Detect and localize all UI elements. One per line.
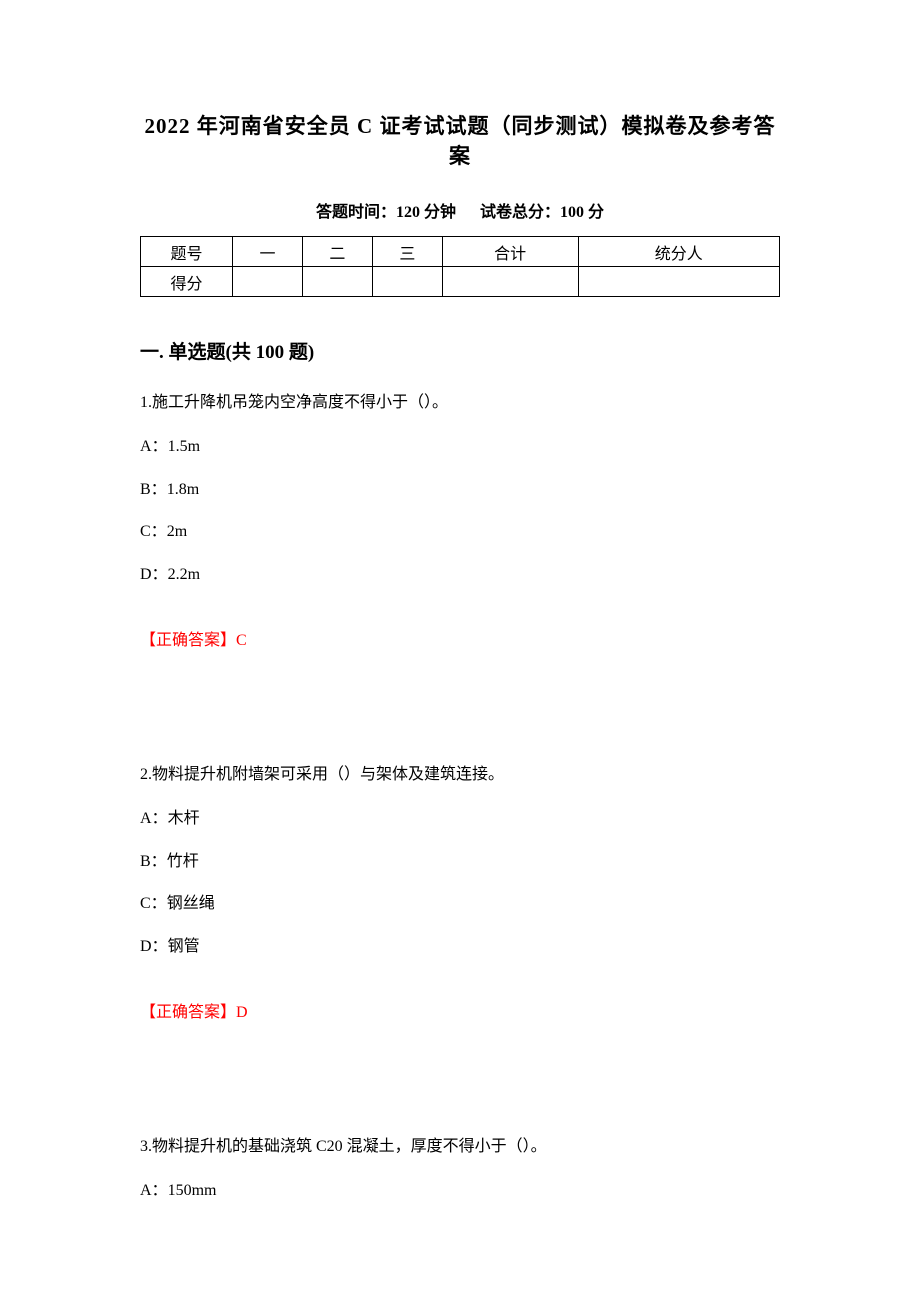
option: A：1.5m bbox=[140, 432, 780, 462]
table-cell bbox=[302, 267, 372, 297]
answer: 【正确答案】D bbox=[140, 998, 780, 1022]
document-subtitle: 答题时间：120 分钟 试卷总分：100 分 bbox=[140, 198, 780, 222]
option: C：钢丝绳 bbox=[140, 889, 780, 919]
table-cell: 合计 bbox=[442, 237, 578, 267]
option: B：竹杆 bbox=[140, 847, 780, 877]
table-cell: 三 bbox=[372, 237, 442, 267]
option: B：1.8m bbox=[140, 475, 780, 505]
option: D：2.2m bbox=[140, 560, 780, 590]
section-heading: 一. 单选题(共 100 题) bbox=[140, 337, 780, 364]
question-block: 1.施工升降机吊笼内空净高度不得小于（）。 A：1.5m B：1.8m C：2m… bbox=[140, 388, 780, 650]
table-cell: 统分人 bbox=[578, 237, 779, 267]
question-stem: 1.施工升降机吊笼内空净高度不得小于（）。 bbox=[140, 388, 780, 418]
table-cell bbox=[578, 267, 779, 297]
table-cell bbox=[233, 267, 303, 297]
time-label: 答题时间： bbox=[316, 204, 396, 221]
question-block: 3.物料提升机的基础浇筑 C20 混凝土，厚度不得小于（）。 A：150mm bbox=[140, 1132, 780, 1207]
question-number: 1. bbox=[140, 394, 152, 411]
table-row: 得分 bbox=[141, 267, 780, 297]
question-number: 2. bbox=[140, 766, 152, 783]
table-cell: 一 bbox=[233, 237, 303, 267]
table-cell: 得分 bbox=[141, 267, 233, 297]
question-stem: 2.物料提升机附墙架可采用（）与架体及建筑连接。 bbox=[140, 760, 780, 790]
table-row: 题号 一 二 三 合计 统分人 bbox=[141, 237, 780, 267]
option: C：2m bbox=[140, 517, 780, 547]
question-stem: 3.物料提升机的基础浇筑 C20 混凝土，厚度不得小于（）。 bbox=[140, 1132, 780, 1162]
question-text: 物料提升机的基础浇筑 C20 混凝土，厚度不得小于（）。 bbox=[152, 1138, 547, 1155]
question-text: 物料提升机附墙架可采用（）与架体及建筑连接。 bbox=[152, 766, 504, 783]
question-text: 施工升降机吊笼内空净高度不得小于（）。 bbox=[152, 394, 448, 411]
document-title: 2022 年河南省安全员 C 证考试试题（同步测试）模拟卷及参考答案 bbox=[140, 110, 780, 170]
option: D：钢管 bbox=[140, 932, 780, 962]
total-value: 100 分 bbox=[560, 204, 604, 221]
score-table: 题号 一 二 三 合计 统分人 得分 bbox=[140, 236, 780, 297]
answer: 【正确答案】C bbox=[140, 626, 780, 650]
option: A：木杆 bbox=[140, 804, 780, 834]
table-cell bbox=[442, 267, 578, 297]
question-block: 2.物料提升机附墙架可采用（）与架体及建筑连接。 A：木杆 B：竹杆 C：钢丝绳… bbox=[140, 760, 780, 1022]
question-number: 3. bbox=[140, 1138, 152, 1155]
time-value: 120 分钟 bbox=[396, 204, 456, 221]
table-cell: 二 bbox=[302, 237, 372, 267]
total-label: 试卷总分： bbox=[480, 204, 560, 221]
option: A：150mm bbox=[140, 1176, 780, 1206]
table-cell bbox=[372, 267, 442, 297]
table-cell: 题号 bbox=[141, 237, 233, 267]
